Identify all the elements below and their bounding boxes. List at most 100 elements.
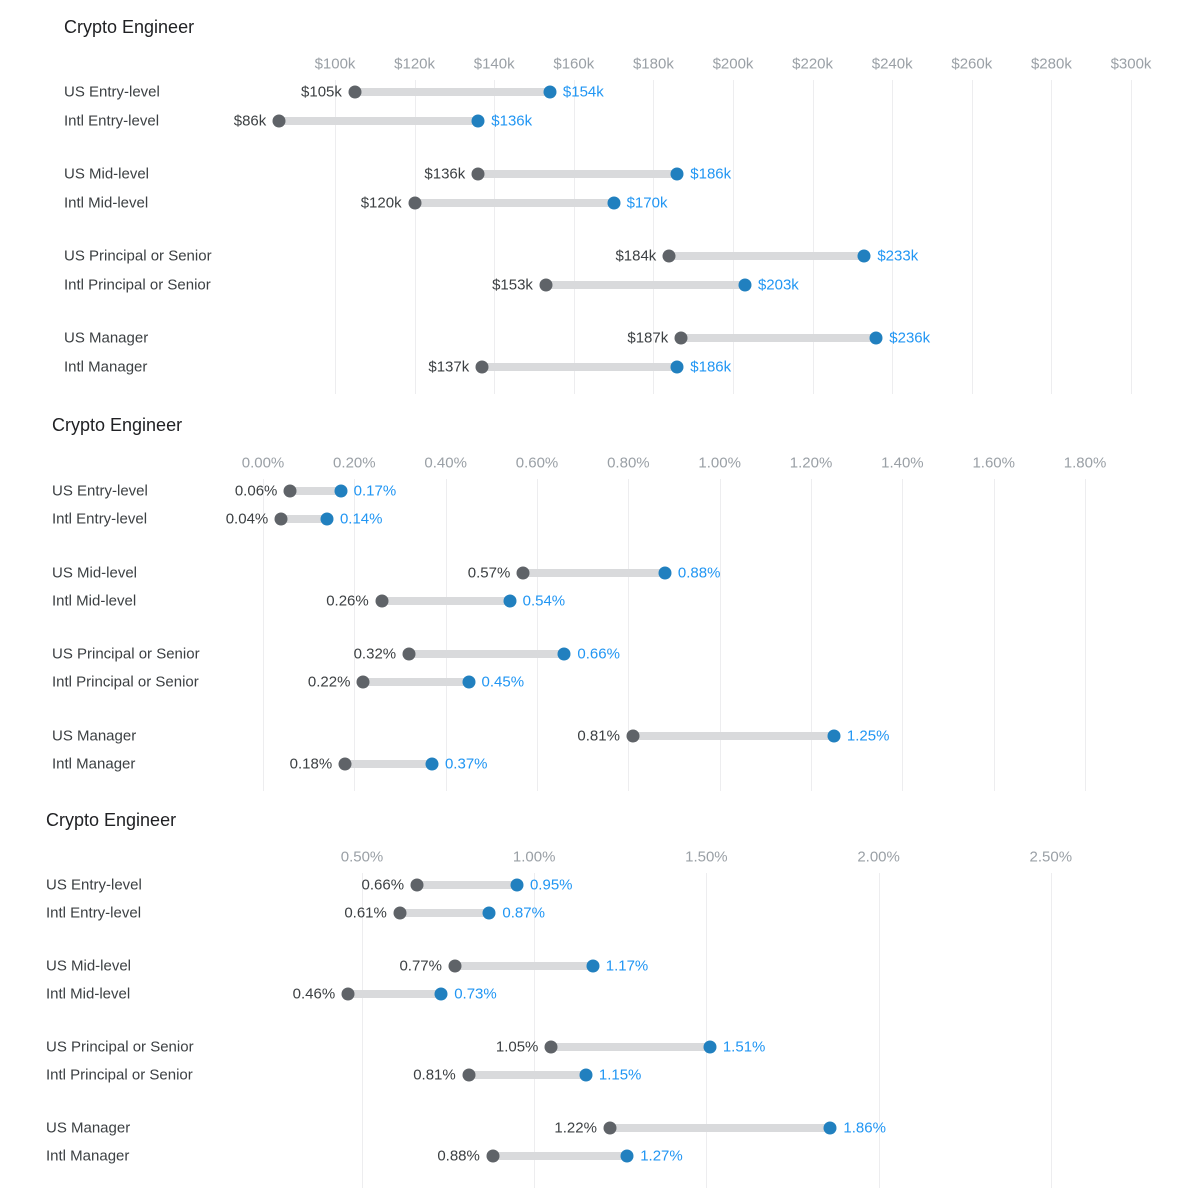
min-dot <box>539 278 553 291</box>
category-label: Intl Entry-level <box>46 904 142 921</box>
range-bar <box>632 731 834 740</box>
axis-tick-label: 1.20% <box>789 454 833 472</box>
max-dot <box>557 647 571 661</box>
min-value-label: 0.57% <box>467 564 511 581</box>
gridline <box>719 479 721 791</box>
max-dot <box>857 249 871 263</box>
max-dot <box>823 1121 837 1135</box>
max-dot <box>434 987 448 1000</box>
range-bar <box>345 759 432 768</box>
chart-title: Crypto Engineer <box>46 810 177 830</box>
gridline <box>628 479 630 791</box>
min-value-label: 0.81% <box>577 727 620 744</box>
gridline <box>892 80 894 394</box>
gridline <box>1051 80 1053 394</box>
max-value-label: 0.87% <box>502 904 545 921</box>
min-dot <box>544 1040 558 1054</box>
range-bar <box>545 280 745 289</box>
max-value-label: 0.17% <box>353 482 397 500</box>
max-dot <box>510 878 524 892</box>
chart-title: Crypto Engineer <box>52 415 183 435</box>
min-dot <box>274 512 288 526</box>
gridline <box>706 873 708 1188</box>
axis-tick-label: 0.20% <box>333 454 376 472</box>
max-dot <box>503 594 517 607</box>
min-dot <box>272 114 286 127</box>
gridline <box>1085 479 1087 791</box>
min-value-label: 0.04% <box>225 510 269 528</box>
category-label: US Mid-level <box>64 165 150 183</box>
min-value-label: $120k <box>360 194 402 211</box>
range-bar <box>478 170 678 178</box>
gridline <box>534 873 536 1188</box>
max-value-label: 0.66% <box>577 645 620 663</box>
gridline <box>993 479 995 791</box>
min-value-label: 0.06% <box>234 482 278 500</box>
category-label: US Entry-level <box>46 876 142 894</box>
max-dot <box>869 331 883 345</box>
category-label: US Principal or Senior <box>64 247 212 265</box>
max-dot <box>670 167 684 181</box>
gridline <box>878 873 880 1188</box>
max-dot <box>607 196 621 209</box>
min-dot <box>338 757 352 770</box>
min-dot <box>402 647 416 661</box>
max-value-label: 1.51% <box>722 1038 766 1056</box>
range-bar <box>482 362 678 371</box>
gridline <box>1050 873 1052 1188</box>
min-dot <box>486 1149 500 1162</box>
range-bar <box>681 334 877 342</box>
category-label: Intl Principal or Senior <box>52 673 199 691</box>
gridline <box>971 80 973 394</box>
min-value-label: $184k <box>615 247 657 265</box>
max-value-label: 0.14% <box>339 510 383 528</box>
min-dot <box>471 167 485 181</box>
category-label: Intl Entry-level <box>52 510 148 528</box>
axis-tick-label: 1.00% <box>512 848 556 866</box>
min-value-label: 1.22% <box>554 1119 597 1137</box>
max-value-label: 0.54% <box>522 592 566 609</box>
range-bar <box>417 881 517 889</box>
category-label: Intl Principal or Senior <box>46 1066 193 1083</box>
category-label: Intl Mid-level <box>64 194 149 211</box>
min-dot <box>603 1121 617 1135</box>
min-value-label: 0.88% <box>437 1147 480 1164</box>
range-bar <box>468 1070 586 1079</box>
min-value-label: 0.81% <box>413 1066 456 1083</box>
chart-title: Crypto Engineer <box>64 17 195 37</box>
max-value-label: 1.27% <box>640 1147 683 1164</box>
gridline <box>445 479 447 791</box>
min-dot <box>348 85 362 99</box>
max-value-label: $154k <box>562 83 604 101</box>
range-bar <box>281 515 327 523</box>
max-dot <box>334 484 348 498</box>
max-dot <box>586 959 600 973</box>
max-dot <box>579 1068 593 1081</box>
category-label: Intl Entry-level <box>64 112 160 129</box>
min-value-label: 0.22% <box>307 673 351 691</box>
min-dot <box>462 1068 476 1081</box>
min-dot <box>662 249 676 263</box>
category-label: Intl Mid-level <box>52 592 137 609</box>
category-label: US Manager <box>46 1119 131 1137</box>
min-dot <box>475 360 489 373</box>
max-value-label: 0.95% <box>529 876 573 894</box>
gridline <box>1131 80 1132 394</box>
axis-tick-label: $160k <box>553 55 595 73</box>
max-dot <box>620 1149 634 1162</box>
min-dot <box>375 594 389 607</box>
axis-tick-label: $180k <box>632 55 674 73</box>
max-dot <box>670 360 684 373</box>
range-bar <box>354 88 550 96</box>
min-value-label: 1.05% <box>495 1038 539 1056</box>
axis-tick-label: $140k <box>473 55 515 73</box>
axis-tick-label: $100k <box>314 55 356 73</box>
gridline <box>537 479 539 791</box>
min-dot <box>626 729 640 742</box>
max-dot <box>703 1040 717 1054</box>
gridline <box>902 479 904 791</box>
min-value-label: 0.61% <box>344 904 387 921</box>
